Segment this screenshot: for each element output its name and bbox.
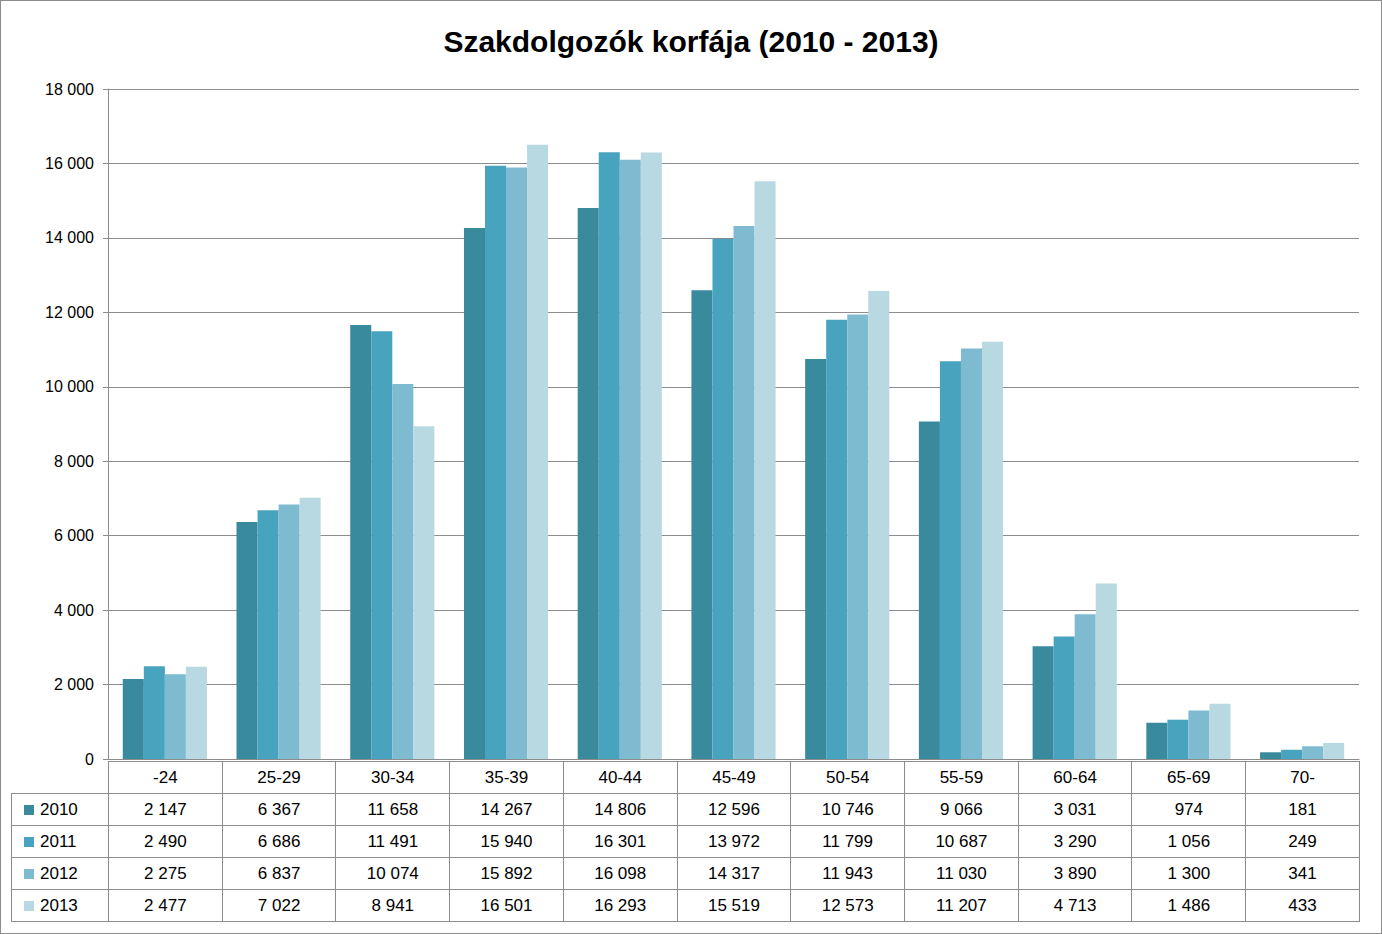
html-text:35-39: 35-39: [484, 767, 529, 787]
html-text:2 275: 2 275: [144, 863, 187, 883]
html-text:-24: -24: [153, 767, 178, 787]
html-text:4 713: 4 713: [1053, 895, 1097, 915]
html-text:6 837: 6 837: [257, 863, 301, 883]
html-text:10 074: 10 074: [366, 863, 419, 883]
html-text:11 491: 11 491: [367, 831, 419, 851]
html-text:16 098: 16 098: [594, 863, 647, 883]
html-text:13 972: 13 972: [708, 831, 760, 851]
html-text:16 301: 16 301: [594, 831, 647, 851]
html-text:45-49: 45-49: [712, 767, 756, 787]
svg-text:8 000: 8 000: [54, 453, 94, 470]
html-text:2 490: 2 490: [144, 831, 187, 851]
html-text:15 892: 15 892: [480, 863, 533, 883]
html-text:10 746: 10 746: [821, 799, 874, 819]
html-text:40-44: 40-44: [598, 767, 642, 787]
html-text:3 290: 3 290: [1053, 831, 1097, 851]
html-text:11 658: 11 658: [367, 799, 419, 819]
svg-text:2 000: 2 000: [54, 676, 94, 693]
svg-text:Szakdolgozók korfája (2010 - 2: Szakdolgozók korfája (2010 - 2013): [443, 25, 938, 58]
html-text:55-59: 55-59: [939, 767, 984, 787]
html-text:2012: 2012: [40, 863, 78, 883]
svg-text:14 000: 14 000: [45, 229, 94, 246]
html-text:50-54: 50-54: [825, 767, 870, 787]
html-text:12 596: 12 596: [708, 799, 760, 819]
html-text:2013: 2013: [40, 895, 78, 915]
html-text:11 799: 11 799: [822, 831, 873, 851]
html-text:2 147: 2 147: [144, 799, 187, 819]
html-text:341: 341: [1288, 863, 1317, 883]
html-text:12 573: 12 573: [821, 895, 874, 915]
html-text:15 940: 15 940: [480, 831, 533, 851]
html-text:1 056: 1 056: [1167, 831, 1211, 851]
html-text:65-69: 65-69: [1167, 767, 1211, 787]
html-text:25-29: 25-29: [257, 767, 301, 787]
html-text:3 031: 3 031: [1053, 799, 1097, 819]
html-text:9 066: 9 066: [940, 799, 983, 819]
html-text:1 300: 1 300: [1167, 863, 1211, 883]
html-text:30-34: 30-34: [371, 767, 415, 787]
svg-text:4 000: 4 000: [54, 602, 94, 619]
html-text:11 030: 11 030: [936, 863, 987, 883]
html-text:7 022: 7 022: [257, 895, 301, 915]
html-text:15 519: 15 519: [708, 895, 760, 915]
html-text:6 686: 6 686: [257, 831, 301, 851]
html-text:1 486: 1 486: [1167, 895, 1211, 915]
html-text:16 501: 16 501: [480, 895, 533, 915]
html-text:433: 433: [1288, 895, 1317, 915]
html-text:11 207: 11 207: [936, 895, 987, 915]
html-text:14 267: 14 267: [480, 799, 533, 819]
html-text:181: 181: [1288, 799, 1317, 819]
svg-text:18 000: 18 000: [45, 81, 94, 98]
html-text:2011: 2011: [40, 831, 77, 851]
svg-text:16 000: 16 000: [45, 155, 94, 172]
html-text:60-64: 60-64: [1053, 767, 1097, 787]
html-text:14 317: 14 317: [708, 863, 760, 883]
html-text:2 477: 2 477: [144, 895, 187, 915]
html-text:70-: 70-: [1290, 767, 1315, 787]
svg-text:12 000: 12 000: [45, 304, 94, 321]
html-text:3 890: 3 890: [1053, 863, 1097, 883]
svg-text:6 000: 6 000: [54, 527, 94, 544]
svg-text:0: 0: [85, 751, 94, 768]
html-text:249: 249: [1288, 831, 1317, 851]
html-text:8 941: 8 941: [371, 895, 415, 915]
html-text:16 293: 16 293: [594, 895, 647, 915]
html-text:974: 974: [1174, 799, 1203, 819]
html-text:6 367: 6 367: [257, 799, 301, 819]
html-text:14 806: 14 806: [594, 799, 647, 819]
html-text:2010: 2010: [40, 799, 78, 819]
html-text:11 943: 11 943: [822, 863, 873, 883]
svg-text:10 000: 10 000: [45, 378, 94, 395]
html-text:10 687: 10 687: [935, 831, 988, 851]
